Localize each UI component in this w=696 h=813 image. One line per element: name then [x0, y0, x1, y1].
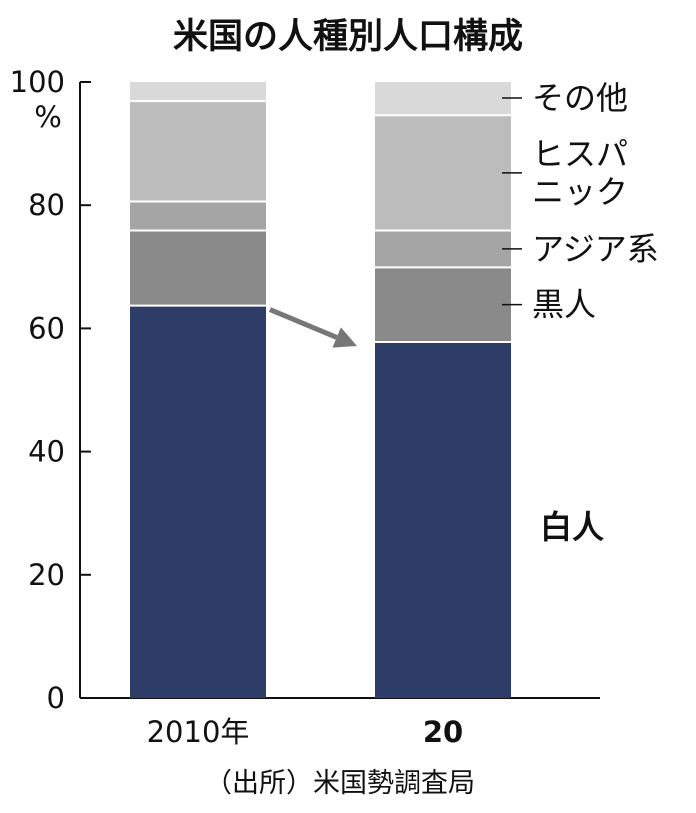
y-tick-label: 0 — [47, 681, 65, 715]
bar-stacks — [130, 82, 511, 698]
y-axis-unit: % — [34, 100, 62, 134]
bar-segment — [375, 341, 511, 698]
y-tick-label: 40 — [28, 435, 65, 469]
series-label: 黒人 — [532, 286, 596, 324]
bar-segment — [375, 267, 511, 342]
series-label: アジア系 — [532, 230, 659, 268]
bar-segment — [375, 82, 511, 116]
y-tick-label: 80 — [28, 188, 65, 222]
bar-segment — [130, 101, 266, 202]
y-tick-label: 20 — [28, 558, 65, 592]
arrow-shaft — [269, 307, 338, 340]
series-label: その他 — [532, 79, 628, 117]
source-note: （出所）米国勢調査局 — [205, 768, 475, 799]
category-label: 2010年 — [147, 715, 250, 749]
bar-segment — [375, 115, 511, 231]
series-label: ヒスパ — [532, 135, 628, 173]
chart-title: 米国の人種別人口構成 — [173, 17, 523, 57]
bar-segment — [130, 230, 266, 306]
arrow-head — [332, 327, 357, 348]
bar-segment — [375, 230, 511, 268]
bar-segment — [130, 305, 266, 698]
series-label-main: 白人 — [540, 508, 604, 546]
bar-segment — [130, 82, 266, 102]
trend-arrow — [269, 307, 357, 348]
x-axis-labels: 2010年 20 — [147, 715, 464, 749]
bar-segment — [130, 201, 266, 231]
series-label: ニック — [532, 173, 628, 211]
y-tick-label: 60 — [28, 311, 65, 345]
y-axis: 0 20 40 60 80 100% — [10, 65, 600, 715]
y-tick-label: 100 — [10, 65, 65, 99]
category-label: 20 — [423, 715, 463, 749]
